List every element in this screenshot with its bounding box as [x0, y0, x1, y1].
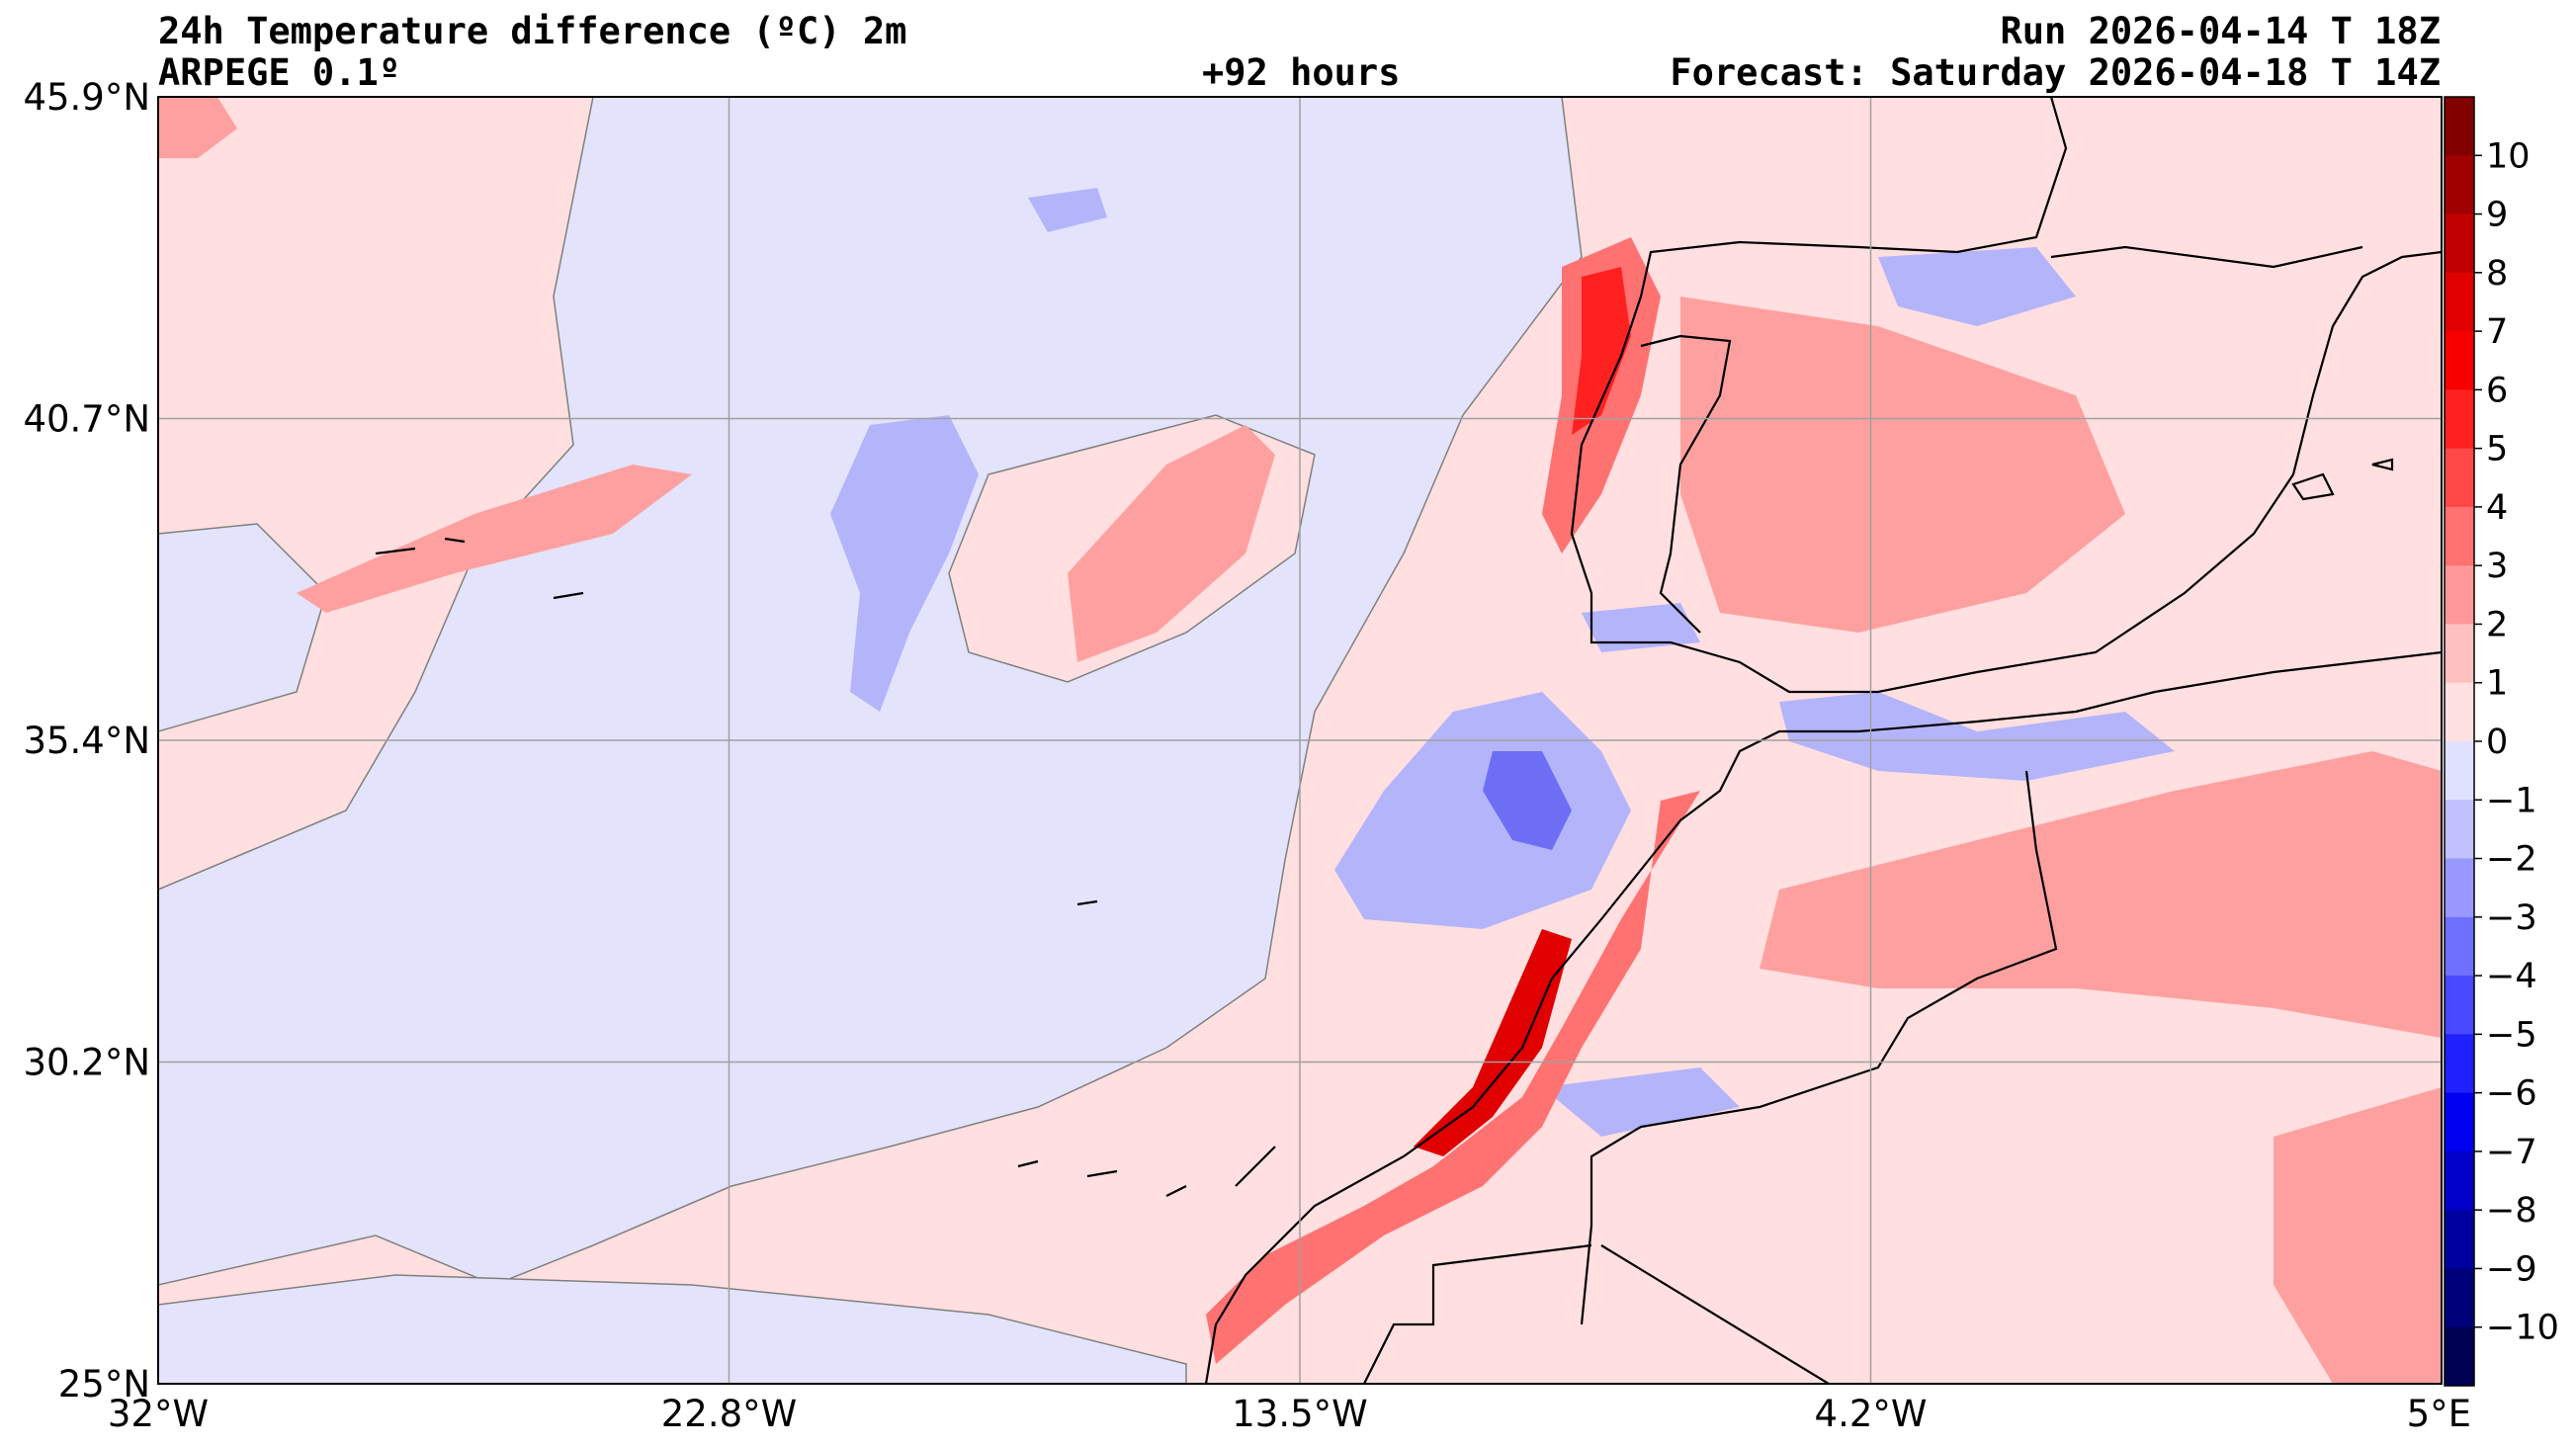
balearic-islands — [2291, 458, 2394, 501]
colorbar-segment — [2445, 858, 2474, 918]
iberia-warm — [1680, 297, 2125, 633]
colorbar-label: 9 — [2486, 196, 2508, 235]
madeira-island — [1076, 899, 1098, 906]
colorbar-label: 7 — [2486, 312, 2508, 352]
lon-tick-label: 22.8°W — [661, 1393, 797, 1435]
map-frame — [157, 96, 2443, 1385]
lon-tick-label: 4.2°W — [1815, 1393, 1928, 1435]
colorbar-label: −10 — [2486, 1309, 2559, 1348]
mauritania-border — [1600, 1244, 1830, 1384]
colorbar-label: 0 — [2486, 723, 2508, 762]
colorbar-segment — [2445, 448, 2474, 508]
colorbar-segment — [2445, 213, 2474, 274]
colorbar-label: 3 — [2486, 547, 2508, 586]
colorbar-segment — [2445, 331, 2474, 390]
lat-tick-label: 45.9°N — [23, 76, 150, 119]
western-sahara-border — [1363, 1243, 1592, 1384]
lat-tick-label: 35.4°N — [23, 720, 150, 762]
france-spain-border — [2050, 245, 2363, 269]
colorbar-label: 1 — [2486, 664, 2508, 704]
colorbar-segment — [2445, 1092, 2474, 1152]
lon-tick-label: 13.5°W — [1232, 1393, 1367, 1435]
forecast-time: Forecast: Saturday 2026-04-18 T 14Z — [1670, 51, 2441, 94]
atlas-cooling — [1542, 1067, 1740, 1137]
colorbar-segment — [2445, 976, 2474, 1035]
algeria-morocco-border — [1580, 770, 2058, 1325]
ocean-cooling-area-2 — [158, 523, 327, 732]
north-africa-coastline — [1204, 650, 2442, 1384]
south-coast-cooling — [158, 1274, 1187, 1384]
northwest-warm — [158, 97, 237, 158]
north-spain-cooling — [1878, 247, 2076, 326]
colorbar-label: 2 — [2486, 605, 2508, 644]
strait-cooling — [1779, 692, 2175, 781]
colorbar-segment — [2445, 800, 2474, 860]
gridlines — [158, 97, 2442, 1384]
colorbar-label: 10 — [2486, 136, 2531, 176]
gibraltar-cooling — [1582, 603, 1700, 652]
lat-tick-label: 30.2°N — [23, 1042, 150, 1084]
atlantic-warm-band — [1068, 425, 1275, 662]
colorbar-segment — [2445, 1268, 2474, 1328]
lead-time: +92 hours — [1202, 51, 1401, 94]
lat-tick-label: 40.7°N — [23, 398, 150, 441]
colorbar-label: −6 — [2486, 1074, 2537, 1114]
colorbar-label: −3 — [2486, 898, 2537, 938]
latitude-tick-labels: 45.9°N 40.7°N 35.4°N 30.2°N 25°N — [23, 76, 150, 1405]
colorbar-label: −1 — [2486, 781, 2537, 820]
coastlines — [375, 97, 2442, 1384]
cooling-patch-atlantic — [830, 415, 979, 712]
colorbar-segment — [2445, 741, 2474, 801]
cooling-core — [1483, 751, 1572, 850]
colorbar-label: 5 — [2486, 430, 2508, 469]
lon-tick-label: 5°E — [2407, 1393, 2471, 1435]
colorbar-label: 4 — [2486, 488, 2508, 528]
colorbar — [2444, 96, 2482, 1387]
canary-islands — [1017, 1146, 1276, 1197]
run-time: Run 2026-04-14 T 18Z — [2000, 10, 2441, 52]
colorbar-label: −7 — [2486, 1133, 2537, 1172]
colorbar-segment — [2445, 916, 2474, 977]
portugal-coast-core — [1572, 267, 1631, 435]
cooling-patch-morocco-offshore — [1334, 692, 1631, 929]
lon-tick-label: 32°W — [108, 1393, 209, 1435]
colorbar-label: −9 — [2486, 1249, 2537, 1289]
lat-tick-label: 25°N — [58, 1363, 150, 1405]
azores-warm-band — [297, 465, 692, 613]
colorbar-label: −8 — [2486, 1191, 2537, 1231]
model-name: ARPEGE 0.1º — [158, 51, 401, 94]
colorbar-segment — [2445, 97, 2474, 156]
colorbar-segment — [2445, 1150, 2474, 1211]
colorbar-label: −5 — [2486, 1015, 2537, 1055]
iberia-coastline — [1570, 97, 2442, 694]
colorbar-label: 8 — [2486, 254, 2508, 294]
longitude-tick-labels: 32°W 22.8°W 13.5°W 4.2°W 5°E — [108, 1393, 2471, 1435]
morocco-coast-warm — [1206, 791, 1700, 1364]
colorbar-segment — [2445, 389, 2474, 450]
morocco-interior-warm — [1760, 751, 2442, 1038]
colorbar-segment — [2445, 565, 2474, 625]
colorbar-label: −4 — [2486, 957, 2537, 996]
colorbar-segment — [2445, 682, 2474, 742]
chart-title: 24h Temperature difference (ºC) 2m — [158, 10, 907, 52]
colorbar-segment — [2445, 1034, 2474, 1094]
colorbar-segment — [2445, 1210, 2474, 1269]
colorbar-segment — [2445, 506, 2474, 566]
colorbar-segment — [2445, 155, 2474, 215]
colorbar-label: 6 — [2486, 371, 2508, 410]
colorbar-segment — [2445, 272, 2474, 332]
southeast-warm — [2274, 1087, 2442, 1384]
colorbar-segment — [2445, 624, 2474, 684]
cooling-patch-atlantic-small — [1028, 188, 1107, 232]
portugal-border — [1640, 334, 1732, 634]
morocco-coast-core — [1414, 929, 1572, 1156]
azores-islands — [375, 537, 584, 600]
colorbar-label: −2 — [2486, 840, 2537, 880]
colorbar-segment — [2445, 1326, 2474, 1387]
